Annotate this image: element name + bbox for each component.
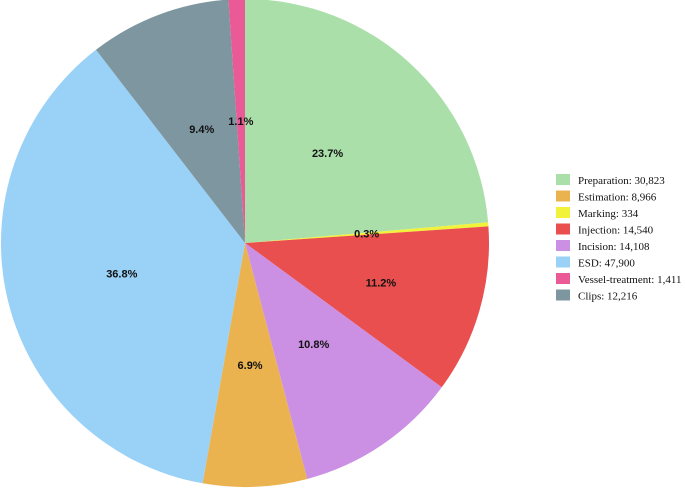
pie-slices xyxy=(1,0,489,487)
slice-percent-label-5: 36.8% xyxy=(106,268,137,280)
pie-slice-4 xyxy=(202,243,308,487)
pie-slice-5 xyxy=(1,49,245,484)
legend-label-4: Incision: 14,108 xyxy=(578,241,650,253)
legend-swatch-5 xyxy=(556,256,570,268)
slice-percent-label-6: 9.4% xyxy=(189,124,214,136)
legend-label-2: Marking: 334 xyxy=(578,208,639,220)
legend-label-3: Injection: 14,540 xyxy=(578,225,654,237)
slice-percent-label-7: 1.1% xyxy=(228,116,253,128)
legend-label-7: Clips: 12,216 xyxy=(578,291,638,303)
legend-swatch-4 xyxy=(556,240,570,251)
pie-slice-7 xyxy=(228,0,245,243)
legend-label-5: ESD: 47,900 xyxy=(578,258,635,270)
legend-swatch-2 xyxy=(556,207,570,218)
pie-slice-2 xyxy=(245,226,489,388)
legend-label-0: Preparation: 30,823 xyxy=(578,175,665,187)
legend-swatch-6 xyxy=(556,273,570,284)
legend-swatch-1 xyxy=(556,190,570,202)
legend-label-6: Vessel-treatment: 1,411 xyxy=(578,274,681,286)
pie-slice-0 xyxy=(245,0,489,243)
slice-percent-label-3: 10.8% xyxy=(298,339,329,351)
slice-percent-label-1: 0.3% xyxy=(354,229,379,241)
pie-slice-6 xyxy=(95,0,245,243)
slice-percent-label-0: 23.7% xyxy=(312,148,343,160)
pie-slice-3 xyxy=(245,243,442,479)
legend-swatch-0 xyxy=(556,174,570,185)
pie-percent-labels: 23.7% 0.3% 11.2% 10.8% 6.9% 36.8% 9.4% 1.1% xyxy=(106,116,396,372)
slice-percent-label-4: 6.9% xyxy=(238,360,263,372)
slice-percent-label-2: 11.2% xyxy=(366,277,397,289)
legend-swatch-3 xyxy=(556,223,570,235)
legend: Preparation: 30,823 Estimation: 8,966 Mark… xyxy=(556,174,681,303)
legend-swatch-7 xyxy=(556,289,570,301)
pie-slice-1 xyxy=(245,222,489,243)
legend-label-1: Estimation: 8,966 xyxy=(578,192,657,204)
